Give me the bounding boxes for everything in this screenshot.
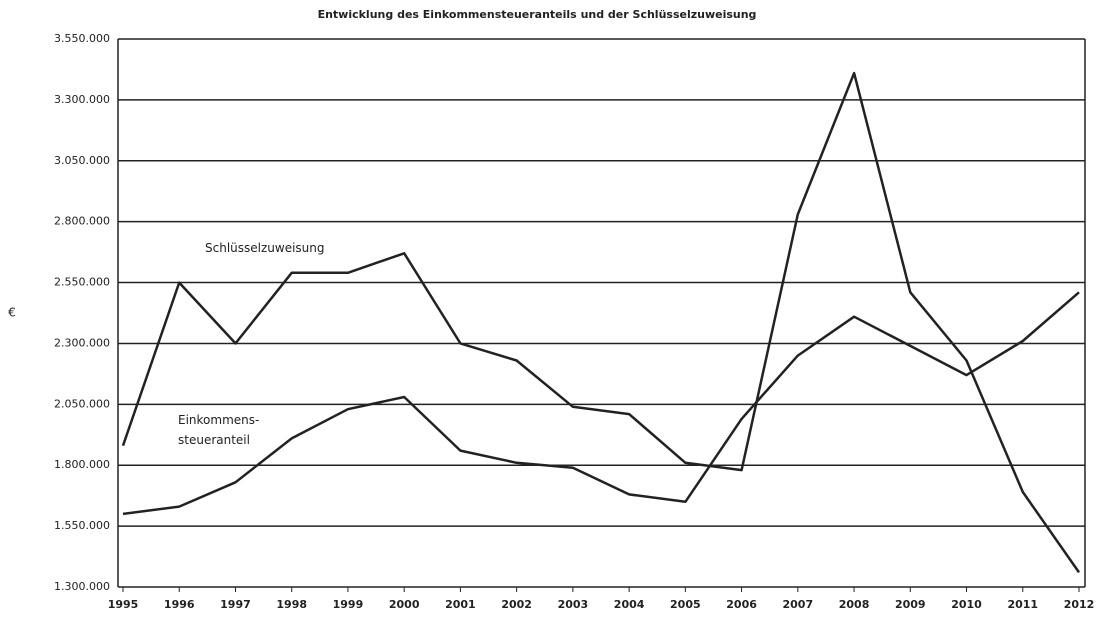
chart-title: Entwicklung des Einkommensteueranteils u… [318,8,757,21]
y-tick-label: 3.050.000 [54,154,110,167]
x-tick-label: 1999 [333,598,364,611]
x-tick-label: 2001 [445,598,476,611]
x-tick-label: 2006 [726,598,757,611]
x-tick-label: 1998 [276,598,307,611]
y-tick-label: 2.800.000 [54,215,110,228]
series-line [121,71,1081,574]
x-tick-label: 2003 [558,598,589,611]
x-tick-label: 2005 [670,598,701,611]
x-tick-label: 1997 [220,598,251,611]
x-tick-label: 2000 [389,598,420,611]
x-tick-label: 2008 [839,598,870,611]
series-label-line: Schlüsselzuweisung [205,241,325,255]
x-tick-label: 2009 [895,598,926,611]
x-tick-label: 2012 [1064,598,1095,611]
y-tick-label: 2.050.000 [54,397,110,410]
y-tick-label: 3.550.000 [54,32,110,45]
x-tick-label: 1996 [164,598,195,611]
x-tick-label: 2007 [783,598,814,611]
y-tick-label: 2.550.000 [54,276,110,289]
series-label: Einkommens-steueranteil [178,413,259,447]
y-tick-label: 2.300.000 [54,336,110,349]
y-tick-label: 1.800.000 [54,458,110,471]
x-tick-label: 2011 [1007,598,1038,611]
y-tick-label: 1.550.000 [54,519,110,532]
series-label-line: Einkommens- [178,413,259,427]
x-tick-label: 1995 [108,598,139,611]
y-axis-label: € [8,306,16,320]
x-tick-label: 2010 [951,598,982,611]
series-line [122,291,1080,516]
x-tick-label: 2002 [501,598,532,611]
series-label-line: steueranteil [178,433,250,447]
x-tick-label: 2004 [614,598,645,611]
series-label: Schlüsselzuweisung [205,241,325,255]
y-tick-label: 3.300.000 [54,93,110,106]
y-tick-label: 1.300.000 [54,580,110,593]
